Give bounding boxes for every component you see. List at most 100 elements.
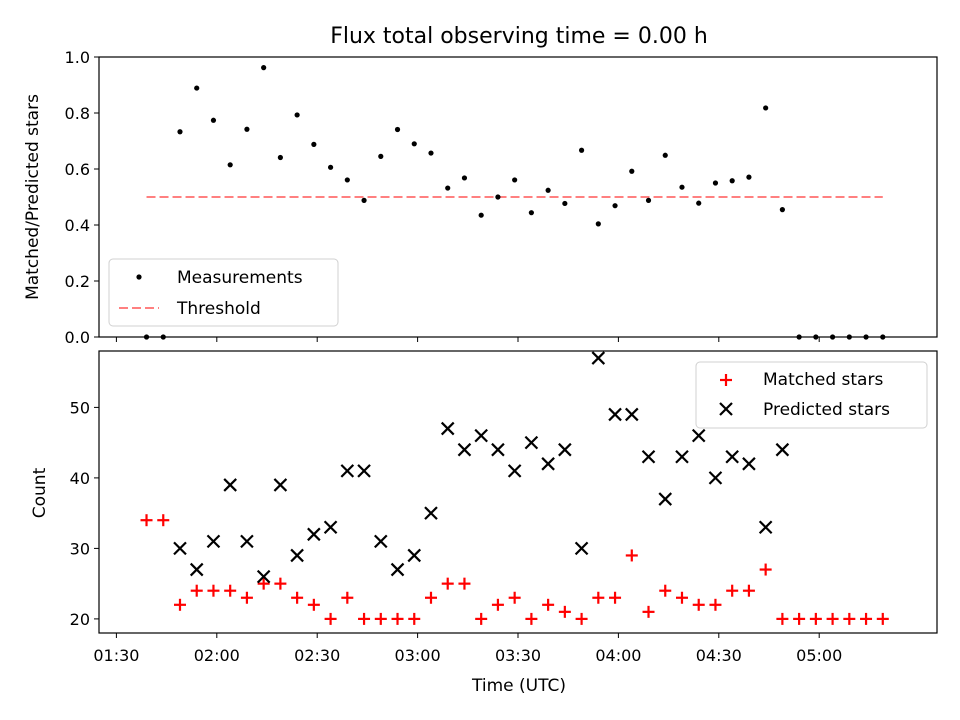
measurement-point xyxy=(294,112,300,118)
predicted-point-b xyxy=(440,421,455,436)
bottom-y-tick-label: 50 xyxy=(70,398,90,417)
matched-star-point xyxy=(692,598,705,611)
predicted-point-b xyxy=(591,351,606,365)
legend-predicted-label: Predicted stars xyxy=(763,400,890,420)
measurement-point xyxy=(512,177,518,183)
matched-star-point xyxy=(458,577,471,590)
chart-title: Flux total observing time = 0.00 h xyxy=(330,24,708,49)
matched-star-point xyxy=(575,612,588,625)
measurement-point xyxy=(261,65,267,71)
matched-star-point xyxy=(441,577,454,590)
predicted-point-b xyxy=(558,442,572,457)
measurement-point xyxy=(177,129,183,135)
matched-star-point xyxy=(826,612,839,625)
measurement-point xyxy=(729,178,735,184)
predicted-star-point xyxy=(775,442,790,457)
predicted-star-point xyxy=(357,464,371,478)
matched-star-point xyxy=(424,591,437,604)
matched-star-point xyxy=(675,591,688,604)
predicted-point-b xyxy=(608,407,622,422)
matched-star-point xyxy=(508,591,521,604)
top-y-tick-label: 0.0 xyxy=(65,328,90,347)
measurement-point xyxy=(445,185,451,191)
predicted-point-b xyxy=(357,464,371,478)
measurement-point xyxy=(562,200,568,207)
matched-star-point xyxy=(742,584,755,597)
bottom-y-tick-label: 30 xyxy=(70,539,90,558)
predicted-star-point xyxy=(658,492,673,506)
matched-star-point xyxy=(860,612,873,625)
bottom-plot-frame xyxy=(98,350,938,634)
predicted-point-b xyxy=(390,562,405,577)
top-plot-frame xyxy=(98,56,938,338)
measurement-point xyxy=(746,174,752,180)
bottom-legend-box xyxy=(695,361,928,429)
top-y-tick-label: 0.2 xyxy=(65,272,90,291)
predicted-star-point xyxy=(758,520,773,535)
measurement-point xyxy=(411,141,417,147)
predicted-point-b xyxy=(507,464,522,478)
predicted-point-b xyxy=(374,534,388,549)
top-y-tick-label: 0.4 xyxy=(65,216,90,235)
predicted-star-point xyxy=(474,428,488,443)
predicted-point-b xyxy=(457,442,472,457)
measurement-point xyxy=(327,164,334,170)
predicted-star-point xyxy=(440,421,455,436)
predicted-point-b xyxy=(491,442,505,457)
measurement-point xyxy=(712,180,719,186)
predicted-star-point xyxy=(374,534,388,549)
predicted-star-point xyxy=(457,442,472,457)
predicted-point-b xyxy=(708,471,723,485)
top-legend: Measurements Threshold xyxy=(108,258,339,327)
matched-star-point xyxy=(307,598,320,611)
predicted-star-point xyxy=(491,442,505,457)
measurement-point xyxy=(428,150,434,156)
predicted-point-b xyxy=(691,428,706,443)
legend-measurements-label: Measurements xyxy=(177,268,303,288)
measurement-point xyxy=(227,162,233,168)
predicted-star-point xyxy=(223,478,237,492)
bottom-y-tick-label: 40 xyxy=(70,469,90,488)
predicted-point-b xyxy=(240,534,254,549)
matched-star-point xyxy=(324,612,337,625)
matched-star-point xyxy=(542,598,555,611)
measurement-point xyxy=(763,105,769,111)
matched-star-point xyxy=(642,605,655,618)
measurement-point xyxy=(394,126,401,133)
measurement-point xyxy=(612,203,618,209)
predicted-star-point xyxy=(541,457,555,471)
measurement-point xyxy=(545,187,551,193)
predicted-point-b xyxy=(273,478,288,492)
measurement-point xyxy=(378,153,384,159)
predicted-point-b xyxy=(290,548,304,563)
x-axis-label: Time (UTC) xyxy=(471,676,566,696)
matched-stars-points xyxy=(140,514,889,625)
matched-star-point xyxy=(140,514,153,527)
predicted-star-point xyxy=(307,527,321,542)
predicted-point-b xyxy=(474,428,488,443)
matched-star-point xyxy=(358,612,371,625)
matched-star-point xyxy=(157,514,170,527)
matched-star-point xyxy=(291,591,304,604)
predicted-point-b xyxy=(541,457,555,471)
matched-star-point xyxy=(491,598,504,611)
matched-star-point xyxy=(525,612,538,625)
measurement-point xyxy=(344,177,350,183)
predicted-star-point xyxy=(742,457,756,471)
predicted-point-b xyxy=(256,569,271,584)
legend-matched-marker xyxy=(720,374,732,386)
predicted-star-point xyxy=(574,541,589,556)
predicted-star-point xyxy=(608,407,622,422)
predicted-point-b xyxy=(725,449,739,464)
measurement-point xyxy=(277,154,283,161)
predicted-star-point xyxy=(273,478,288,492)
top-y-tick-label: 0.6 xyxy=(65,160,90,179)
predicted-star-point xyxy=(189,562,204,577)
predicted-star-point xyxy=(390,562,405,577)
predicted-point-b xyxy=(323,520,338,535)
x-tick-label: 01:30 xyxy=(93,646,139,665)
x-tick-label: 03:30 xyxy=(495,646,541,665)
matched-star-point xyxy=(793,612,806,625)
